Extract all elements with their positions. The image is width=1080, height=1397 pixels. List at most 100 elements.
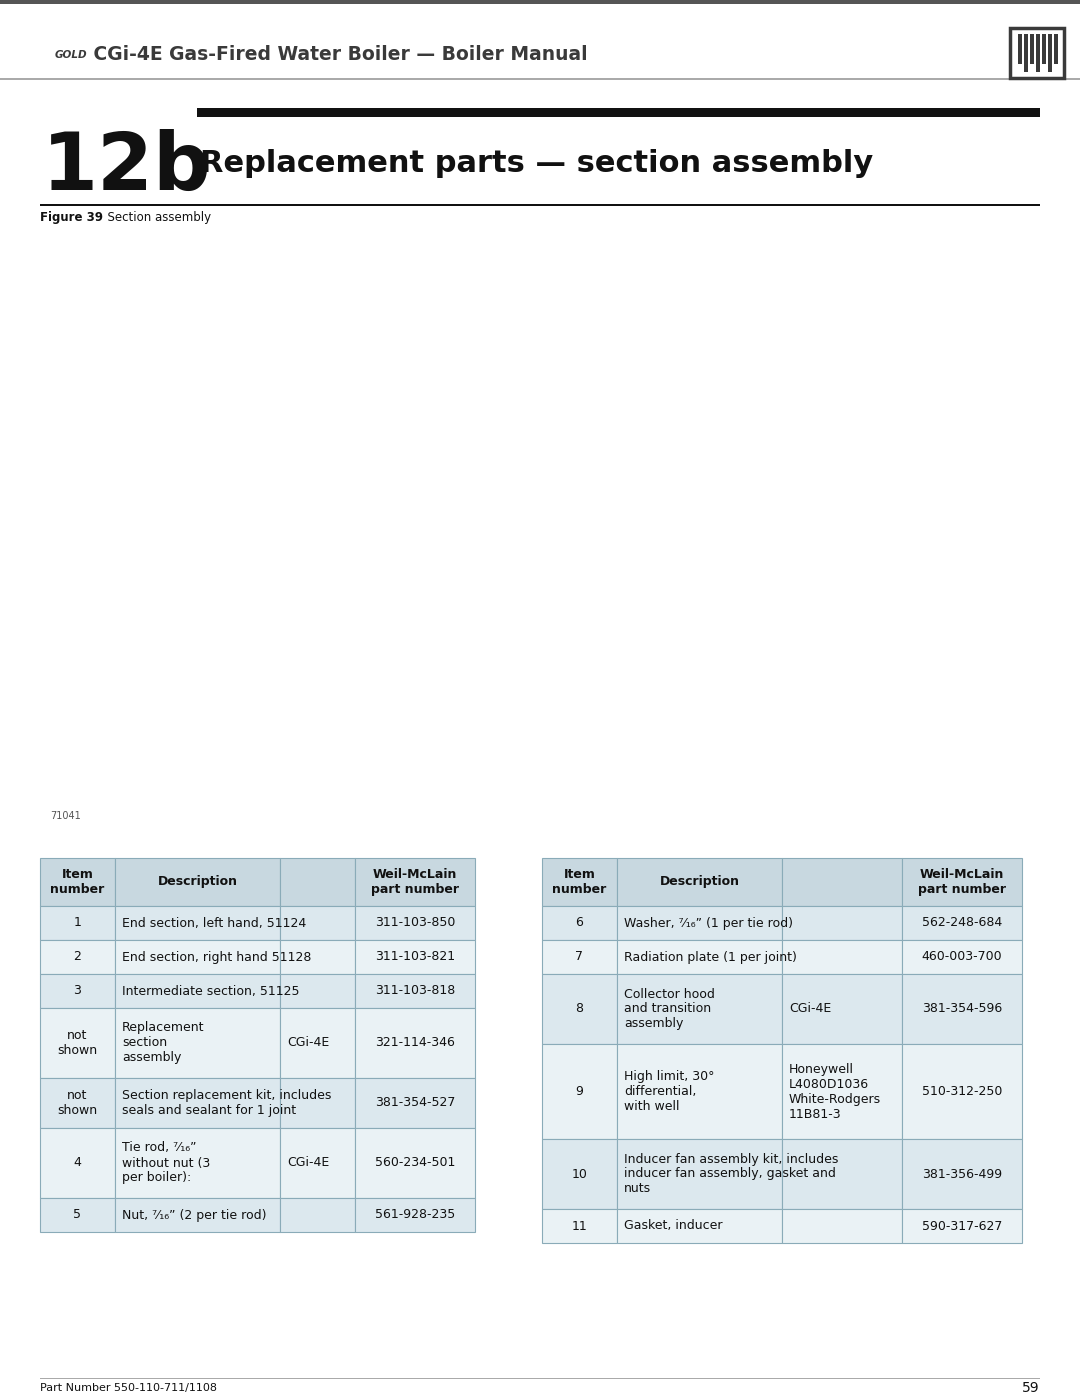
Text: 321-114-346: 321-114-346: [375, 1037, 455, 1049]
Text: Figure 39: Figure 39: [40, 211, 103, 225]
Text: Weil-McLain
part number: Weil-McLain part number: [372, 868, 459, 895]
Text: Intermediate section, 51125: Intermediate section, 51125: [122, 985, 299, 997]
Bar: [617, 1139, 782, 1208]
Bar: [782, 1208, 902, 1243]
Text: High limit, 30°
differential,
with well: High limit, 30° differential, with well: [624, 1070, 715, 1113]
Text: CGi-4E Gas-Fired Water Boiler — Boiler Manual: CGi-4E Gas-Fired Water Boiler — Boiler M…: [87, 46, 588, 64]
Text: 8: 8: [576, 1003, 583, 1016]
Text: Nut, ⁷⁄₁₆” (2 per tie rod): Nut, ⁷⁄₁₆” (2 per tie rod): [122, 1208, 267, 1221]
Bar: [114, 1078, 280, 1127]
Text: Tie rod, ⁷⁄₁₆”
without nut (3
per boiler):: Tie rod, ⁷⁄₁₆” without nut (3 per boiler…: [122, 1141, 211, 1185]
Bar: [40, 940, 114, 974]
Bar: [1024, 34, 1028, 73]
Text: 381-356-499: 381-356-499: [922, 1168, 1002, 1180]
Text: 311-103-818: 311-103-818: [375, 985, 455, 997]
Text: 12b: 12b: [42, 129, 212, 207]
Text: 510-312-250: 510-312-250: [922, 1085, 1002, 1098]
Text: Radiation plate (1 per joint): Radiation plate (1 per joint): [624, 950, 797, 964]
Bar: [0, 0, 1080, 4]
Text: 11: 11: [571, 1220, 588, 1232]
Bar: [0, 78, 1080, 80]
Text: Replacement parts — section assembly: Replacement parts — section assembly: [200, 148, 874, 177]
Text: 1: 1: [73, 916, 81, 929]
Bar: [114, 940, 280, 974]
Bar: [1036, 34, 1040, 73]
Bar: [782, 907, 902, 940]
Bar: [902, 974, 1022, 1044]
Bar: [782, 974, 902, 1044]
Bar: [542, 940, 617, 974]
Text: 9: 9: [576, 1085, 583, 1098]
Text: 59: 59: [1023, 1382, 1040, 1396]
Text: 5: 5: [73, 1208, 81, 1221]
Bar: [617, 907, 782, 940]
Bar: [1010, 28, 1064, 78]
Text: Section assembly: Section assembly: [100, 211, 211, 225]
Bar: [40, 1199, 114, 1232]
Bar: [197, 108, 1040, 117]
Bar: [40, 974, 114, 1009]
Bar: [902, 1139, 1022, 1208]
Text: GOLD: GOLD: [55, 50, 87, 60]
Bar: [280, 940, 355, 974]
Bar: [114, 907, 280, 940]
Bar: [542, 858, 617, 907]
Text: 460-003-700: 460-003-700: [921, 950, 1002, 964]
Text: Item
number: Item number: [51, 868, 105, 895]
Bar: [40, 858, 114, 907]
Text: 71041: 71041: [50, 812, 81, 821]
Bar: [1030, 34, 1034, 64]
Bar: [280, 974, 355, 1009]
Bar: [617, 940, 782, 974]
Text: 562-248-684: 562-248-684: [922, 916, 1002, 929]
Bar: [355, 1127, 475, 1199]
Bar: [902, 940, 1022, 974]
Text: 381-354-527: 381-354-527: [375, 1097, 455, 1109]
Text: 381-354-596: 381-354-596: [922, 1003, 1002, 1016]
Bar: [542, 1139, 617, 1208]
Bar: [782, 1139, 902, 1208]
Text: 561-928-235: 561-928-235: [375, 1208, 455, 1221]
Bar: [280, 1009, 355, 1078]
Bar: [617, 974, 782, 1044]
Bar: [902, 858, 1022, 907]
Bar: [617, 858, 782, 907]
Text: End section, right hand 51128: End section, right hand 51128: [122, 950, 311, 964]
Bar: [280, 1078, 355, 1127]
Bar: [355, 907, 475, 940]
Bar: [114, 858, 280, 907]
Text: Part Number 550-110-711/1108: Part Number 550-110-711/1108: [40, 1383, 217, 1393]
Bar: [114, 1009, 280, 1078]
Bar: [40, 204, 1040, 205]
Text: 2: 2: [73, 950, 81, 964]
Bar: [355, 1078, 475, 1127]
Bar: [280, 1199, 355, 1232]
Bar: [1054, 34, 1058, 64]
Bar: [542, 907, 617, 940]
Text: 6: 6: [576, 916, 583, 929]
Text: End section, left hand, 51124: End section, left hand, 51124: [122, 916, 307, 929]
Bar: [782, 940, 902, 974]
Bar: [355, 1199, 475, 1232]
Text: 4: 4: [73, 1157, 81, 1169]
Bar: [617, 1208, 782, 1243]
Text: 10: 10: [571, 1168, 588, 1180]
Bar: [40, 1009, 114, 1078]
Bar: [355, 1009, 475, 1078]
Bar: [782, 1044, 902, 1139]
Text: Item
number: Item number: [552, 868, 607, 895]
Bar: [542, 1208, 617, 1243]
Bar: [542, 974, 617, 1044]
Text: CGi-4E: CGi-4E: [287, 1157, 329, 1169]
Text: 7: 7: [576, 950, 583, 964]
Text: not
shown: not shown: [57, 1090, 97, 1118]
Bar: [40, 228, 1040, 826]
Text: 590-317-627: 590-317-627: [922, 1220, 1002, 1232]
Text: 3: 3: [73, 985, 81, 997]
Text: Description: Description: [158, 876, 238, 888]
Text: Inducer fan assembly kit, includes
inducer fan assembly, gasket and
nuts: Inducer fan assembly kit, includes induc…: [624, 1153, 838, 1196]
Text: Washer, ⁷⁄₁₆” (1 per tie rod): Washer, ⁷⁄₁₆” (1 per tie rod): [624, 916, 793, 929]
Text: 560-234-501: 560-234-501: [375, 1157, 455, 1169]
Bar: [280, 858, 355, 907]
Bar: [114, 1199, 280, 1232]
